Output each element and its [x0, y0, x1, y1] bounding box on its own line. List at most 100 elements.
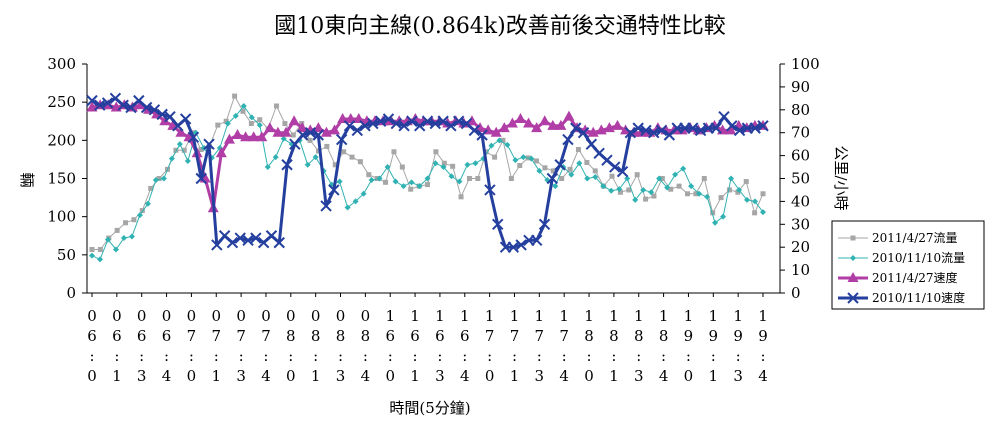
- legend-label: 2010/11/10速度: [872, 290, 965, 305]
- data-point: [632, 122, 644, 134]
- data-point: [656, 175, 663, 182]
- data-point: [215, 147, 227, 158]
- data-point: [559, 176, 565, 181]
- data-point: [488, 142, 495, 149]
- data-point: [367, 117, 379, 130]
- data-point: [437, 115, 449, 127]
- svg-text:0: 0: [162, 307, 172, 325]
- data-point: [312, 129, 324, 141]
- y-left-tick-label: 50: [57, 246, 76, 264]
- data-point: [97, 246, 103, 252]
- y-right-tick-label: 40: [791, 192, 810, 210]
- data-point: [506, 117, 518, 128]
- data-point: [694, 124, 707, 137]
- data-point: [757, 120, 769, 132]
- svg-text:6: 6: [460, 327, 470, 345]
- data-point: [659, 176, 665, 181]
- data-point: [584, 159, 590, 165]
- data-point: [536, 167, 543, 174]
- data-point: [398, 120, 410, 132]
- data-point: [441, 160, 447, 166]
- data-point: [568, 171, 575, 178]
- data-point: [282, 121, 288, 127]
- data-point: [156, 108, 168, 121]
- svg-text::: :: [537, 347, 542, 365]
- svg-text:6: 6: [410, 327, 420, 345]
- data-point: [696, 190, 703, 197]
- data-point: [240, 108, 246, 114]
- x-tick-label: 1 9: 3: [733, 307, 743, 385]
- data-point: [272, 154, 279, 161]
- svg-text::: :: [214, 347, 219, 365]
- x-tick-label: 0 6: 4: [162, 307, 172, 385]
- data-point: [752, 210, 758, 216]
- data-point: [433, 149, 439, 155]
- data-point: [584, 175, 591, 182]
- svg-text:7: 7: [535, 327, 545, 345]
- data-point: [687, 122, 699, 134]
- data-point: [585, 138, 598, 150]
- x-tick-label: 1 7: 1: [510, 307, 520, 385]
- svg-text::: :: [139, 347, 144, 365]
- svg-text:4: 4: [758, 367, 768, 385]
- svg-text:9: 9: [758, 327, 768, 345]
- data-point: [304, 161, 311, 168]
- data-point: [432, 160, 439, 167]
- data-point: [357, 159, 363, 165]
- svg-text:1: 1: [584, 307, 594, 325]
- data-point: [383, 179, 389, 185]
- axes: 0501001502002503000102030405060708090100…: [18, 55, 850, 385]
- x-tick-label: 1 6: 4: [460, 307, 470, 385]
- data-point: [399, 164, 405, 170]
- svg-text:1: 1: [733, 307, 743, 325]
- data-point: [250, 232, 262, 244]
- data-point: [144, 200, 151, 207]
- data-point: [328, 184, 340, 196]
- data-point: [720, 213, 727, 220]
- data-point: [456, 178, 463, 185]
- data-point: [135, 99, 147, 110]
- svg-text::: :: [512, 347, 517, 365]
- data-point: [296, 129, 309, 141]
- x-tick-label: 0 8: 3: [336, 307, 346, 385]
- data-point: [273, 236, 285, 249]
- data-point: [312, 122, 324, 133]
- data-point: [475, 176, 481, 181]
- svg-text:0: 0: [261, 307, 271, 325]
- svg-text::: :: [636, 347, 641, 365]
- data-point: [453, 115, 465, 127]
- svg-text::: :: [711, 347, 716, 365]
- svg-text::: :: [363, 347, 368, 365]
- x-tick-label: 1 9: 4: [758, 307, 768, 385]
- data-point: [148, 185, 154, 191]
- data-point: [341, 149, 347, 155]
- svg-text:1: 1: [609, 367, 619, 385]
- data-point: [609, 173, 615, 179]
- data-point: [400, 183, 407, 190]
- data-point: [290, 132, 296, 138]
- data-point: [496, 137, 503, 144]
- data-point: [406, 115, 418, 127]
- data-point: [736, 186, 743, 193]
- legend-label: 2011/4/27流量: [872, 231, 958, 245]
- svg-text:4: 4: [460, 367, 470, 385]
- data-point: [554, 159, 566, 171]
- svg-text::: :: [736, 347, 741, 365]
- svg-text::: :: [189, 347, 194, 365]
- y-right-tick-label: 70: [791, 124, 810, 142]
- data-point: [728, 175, 735, 182]
- data-point: [374, 115, 387, 127]
- y-left-tick-label: 0: [66, 284, 76, 302]
- data-point: [725, 124, 737, 135]
- svg-text:0: 0: [211, 307, 221, 325]
- data-point: [288, 115, 300, 126]
- data-point: [743, 179, 749, 185]
- data-point: [685, 191, 691, 197]
- svg-text::: :: [263, 347, 268, 365]
- svg-text:1: 1: [311, 367, 321, 385]
- y-right-tick-label: 100: [791, 55, 820, 73]
- legend-label: 2010/11/10流量: [872, 251, 965, 265]
- chart-title: 國10東向主線(0.864k)改善前後交通特性比較: [274, 14, 725, 39]
- svg-text:1: 1: [709, 367, 719, 385]
